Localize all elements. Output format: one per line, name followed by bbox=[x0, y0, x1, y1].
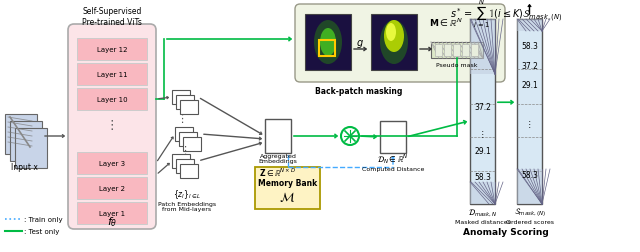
Bar bbox=[180, 101, 198, 115]
Bar bbox=[305, 15, 351, 71]
Bar bbox=[172, 154, 190, 168]
Bar bbox=[77, 39, 147, 61]
Bar bbox=[77, 202, 147, 224]
FancyBboxPatch shape bbox=[68, 25, 156, 229]
Bar bbox=[15, 129, 47, 168]
Bar bbox=[179, 133, 197, 146]
Text: ⋮: ⋮ bbox=[106, 119, 118, 132]
Text: Patch Embeddings
from Mid-layers: Patch Embeddings from Mid-layers bbox=[158, 201, 216, 212]
Bar bbox=[265, 119, 291, 153]
Bar bbox=[77, 177, 147, 199]
Text: $\mathbf{Z} \in \mathbb{R}^{N \times D}$: $\mathbf{Z} \in \mathbb{R}^{N \times D}$ bbox=[259, 166, 297, 178]
Text: Self-Supervised
Pre-trained ViTs: Self-Supervised Pre-trained ViTs bbox=[82, 7, 142, 27]
Bar bbox=[453, 45, 460, 57]
Text: 58.3: 58.3 bbox=[521, 41, 538, 50]
Bar bbox=[172, 91, 190, 105]
Text: $\{z_l\}_{l\in L}$: $\{z_l\}_{l\in L}$ bbox=[173, 188, 201, 201]
Bar bbox=[10, 121, 42, 161]
Ellipse shape bbox=[320, 29, 336, 57]
Text: $\mathcal{S}_{mask,(N)}$: $\mathcal{S}_{mask,(N)}$ bbox=[514, 206, 545, 218]
Text: $\mathcal{D}_{mask,N}$: $\mathcal{D}_{mask,N}$ bbox=[468, 207, 497, 218]
Text: : Train only: : Train only bbox=[24, 216, 63, 222]
Bar bbox=[255, 167, 320, 209]
Bar bbox=[175, 128, 193, 141]
Text: Memory Bank: Memory Bank bbox=[258, 178, 317, 187]
Bar bbox=[371, 15, 417, 71]
Text: ⋮: ⋮ bbox=[525, 120, 533, 129]
Text: ⋮: ⋮ bbox=[179, 145, 191, 155]
Text: Layer 1: Layer 1 bbox=[99, 210, 125, 216]
Text: ⋮: ⋮ bbox=[479, 130, 486, 139]
Text: 29.1: 29.1 bbox=[521, 80, 538, 89]
Bar bbox=[77, 64, 147, 86]
Bar bbox=[471, 45, 478, 57]
Bar bbox=[5, 115, 37, 154]
Text: Computed Distance: Computed Distance bbox=[362, 166, 424, 171]
Text: $\mathcal{D}_N \in \mathbb{R}^N$: $\mathcal{D}_N \in \mathbb{R}^N$ bbox=[377, 151, 409, 165]
Text: Layer 2: Layer 2 bbox=[99, 185, 125, 191]
Bar bbox=[470, 182, 495, 204]
Text: : Test only: : Test only bbox=[24, 228, 60, 234]
Bar bbox=[444, 45, 451, 57]
Text: Layer 3: Layer 3 bbox=[99, 160, 125, 166]
Text: $\mathbf{M} \in \mathbb{R}^N$: $\mathbf{M} \in \mathbb{R}^N$ bbox=[429, 17, 463, 29]
Bar bbox=[517, 20, 542, 32]
Bar bbox=[517, 169, 542, 204]
Bar bbox=[77, 152, 147, 174]
Bar bbox=[517, 20, 542, 204]
Bar bbox=[380, 121, 406, 153]
Bar bbox=[462, 45, 469, 57]
Text: Pseudo mask: Pseudo mask bbox=[436, 63, 477, 68]
Text: g: g bbox=[357, 38, 363, 48]
Bar bbox=[77, 89, 147, 111]
Text: Ordered scores: Ordered scores bbox=[506, 220, 554, 225]
Text: Input x: Input x bbox=[11, 163, 37, 172]
Text: Layer 11: Layer 11 bbox=[97, 72, 127, 78]
Text: Anomaly Scoring: Anomaly Scoring bbox=[463, 228, 549, 237]
Bar bbox=[319, 41, 335, 57]
Text: 37.2: 37.2 bbox=[521, 61, 538, 70]
Text: Back-patch masking: Back-patch masking bbox=[315, 87, 403, 96]
Bar bbox=[470, 20, 495, 204]
Text: 37.2: 37.2 bbox=[474, 103, 491, 112]
Text: 29.1: 29.1 bbox=[474, 147, 491, 156]
Bar bbox=[180, 164, 198, 178]
Bar bbox=[183, 137, 201, 151]
Bar bbox=[470, 20, 495, 75]
Bar bbox=[176, 159, 194, 173]
Text: $s^* = \sum_{i=1}^{N} \mathbb{1}(i \leq K)\mathcal{S}_{mask,(N)}$: $s^* = \sum_{i=1}^{N} \mathbb{1}(i \leq … bbox=[450, 0, 562, 30]
Ellipse shape bbox=[386, 24, 396, 42]
Bar bbox=[431, 43, 483, 59]
Bar bbox=[176, 96, 194, 110]
Ellipse shape bbox=[384, 21, 404, 53]
Ellipse shape bbox=[380, 21, 408, 65]
Bar bbox=[435, 45, 442, 57]
FancyBboxPatch shape bbox=[295, 5, 505, 83]
Text: 58.3: 58.3 bbox=[474, 173, 491, 182]
Text: Aggregated
Embeddings: Aggregated Embeddings bbox=[259, 153, 298, 164]
Text: ⋮: ⋮ bbox=[177, 114, 188, 123]
Text: Masked distances: Masked distances bbox=[454, 220, 511, 225]
Text: $f_\theta$: $f_\theta$ bbox=[107, 214, 117, 228]
Text: Layer 10: Layer 10 bbox=[97, 97, 127, 103]
Ellipse shape bbox=[314, 21, 342, 65]
Text: 58.3: 58.3 bbox=[521, 170, 538, 179]
Text: Layer 12: Layer 12 bbox=[97, 47, 127, 53]
Text: $\mathcal{M}$: $\mathcal{M}$ bbox=[280, 189, 296, 203]
